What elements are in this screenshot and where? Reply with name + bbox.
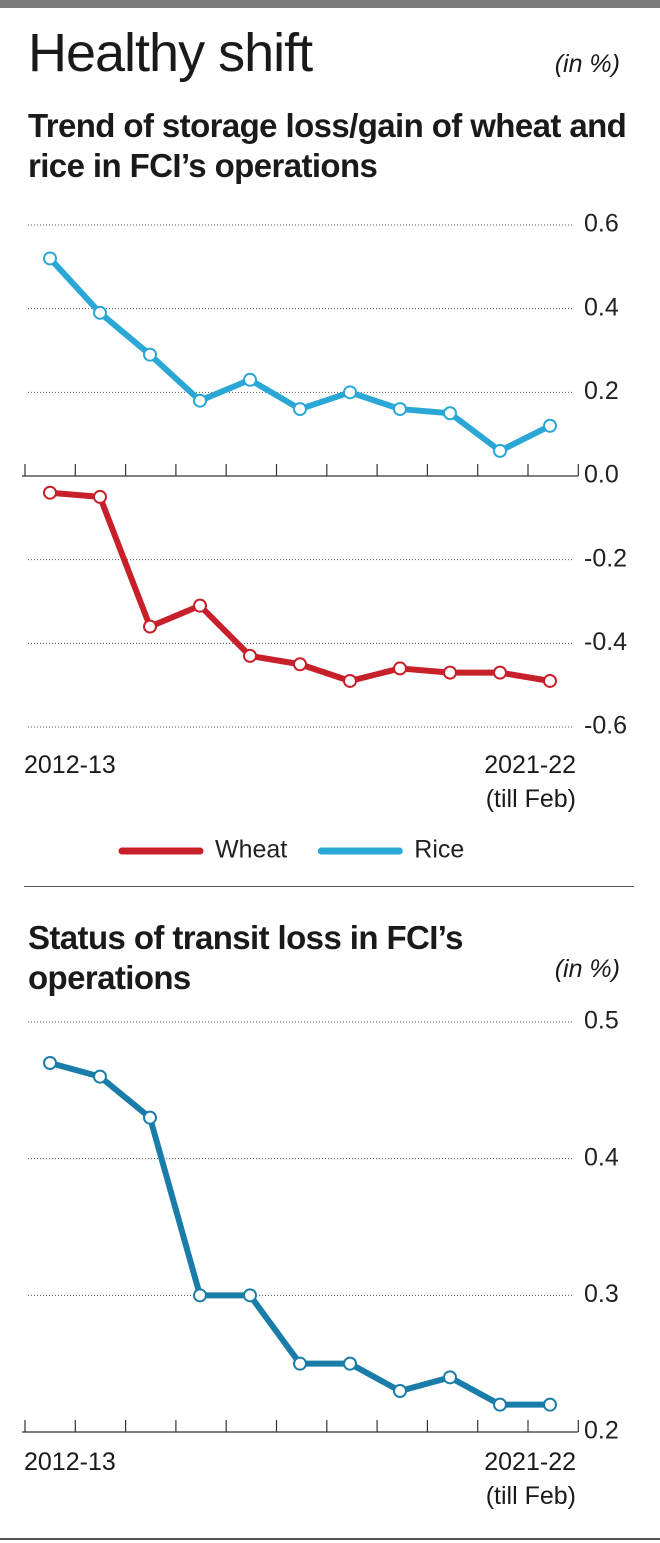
legend-label: Rice (414, 836, 464, 864)
y-tick-label: 0.6 (584, 210, 619, 238)
chart-title: Trend of storage loss/gain of wheat and … (28, 107, 627, 184)
data-point (543, 418, 557, 433)
page-title: Healthy shift (28, 23, 313, 83)
data-point (393, 402, 407, 417)
data-point (293, 657, 307, 672)
legend-label: Wheat (215, 836, 287, 864)
y-tick-label: 0.4 (584, 293, 619, 321)
top-bar (0, 0, 660, 8)
data-point (293, 402, 307, 417)
data-point (493, 665, 507, 680)
y-tick-label: -0.4 (584, 628, 627, 656)
y-tick-label: 0.2 (584, 377, 619, 405)
data-point (193, 598, 207, 613)
data-point (243, 648, 257, 663)
data-point (443, 406, 457, 421)
unit-label: (in %) (554, 955, 620, 983)
data-point (393, 661, 407, 676)
data-point (93, 1069, 107, 1084)
x-tick-label: 2021-22 (till Feb) (484, 1448, 576, 1510)
data-point (343, 385, 357, 400)
data-point (93, 489, 107, 504)
y-tick-label: 0.4 (584, 1143, 619, 1171)
data-point (493, 443, 507, 458)
data-point (543, 1397, 557, 1412)
y-tick-label: 0.2 (584, 1417, 619, 1445)
series-line (49, 489, 551, 684)
data-point (143, 347, 157, 362)
unit-label: (in %) (554, 50, 620, 78)
y-tick-label: -0.6 (584, 712, 627, 740)
y-tick-label: 0.3 (584, 1280, 619, 1308)
data-point (193, 1288, 207, 1303)
data-point (393, 1384, 407, 1398)
data-point (143, 619, 157, 634)
data-point (193, 393, 207, 408)
chart-title: Status of transit loss in FCI’s operatio… (28, 919, 464, 996)
x-tick-label: 2012-13 (24, 751, 116, 779)
data-point (43, 485, 57, 500)
data-point (443, 1370, 457, 1385)
series-line (49, 1060, 550, 1408)
data-point (343, 673, 357, 688)
y-tick-label: -0.2 (584, 544, 627, 572)
data-point (243, 1288, 257, 1303)
x-tick-label: 2021-22 (till Feb) (484, 751, 576, 813)
data-point (293, 1356, 307, 1371)
data-point (43, 1056, 57, 1070)
data-point (493, 1397, 507, 1412)
y-tick-label: 0.5 (584, 1007, 619, 1035)
data-point (443, 665, 457, 680)
data-point (143, 1110, 157, 1125)
divider (0, 1538, 660, 1540)
data-point (93, 305, 107, 320)
data-point (43, 251, 57, 266)
x-tick-label: 2012-13 (24, 1448, 116, 1476)
data-point (343, 1356, 357, 1371)
data-point (243, 372, 257, 387)
y-tick-label: 0.0 (584, 461, 619, 489)
data-point (543, 673, 557, 688)
divider (24, 886, 634, 887)
series-line (47, 256, 552, 454)
